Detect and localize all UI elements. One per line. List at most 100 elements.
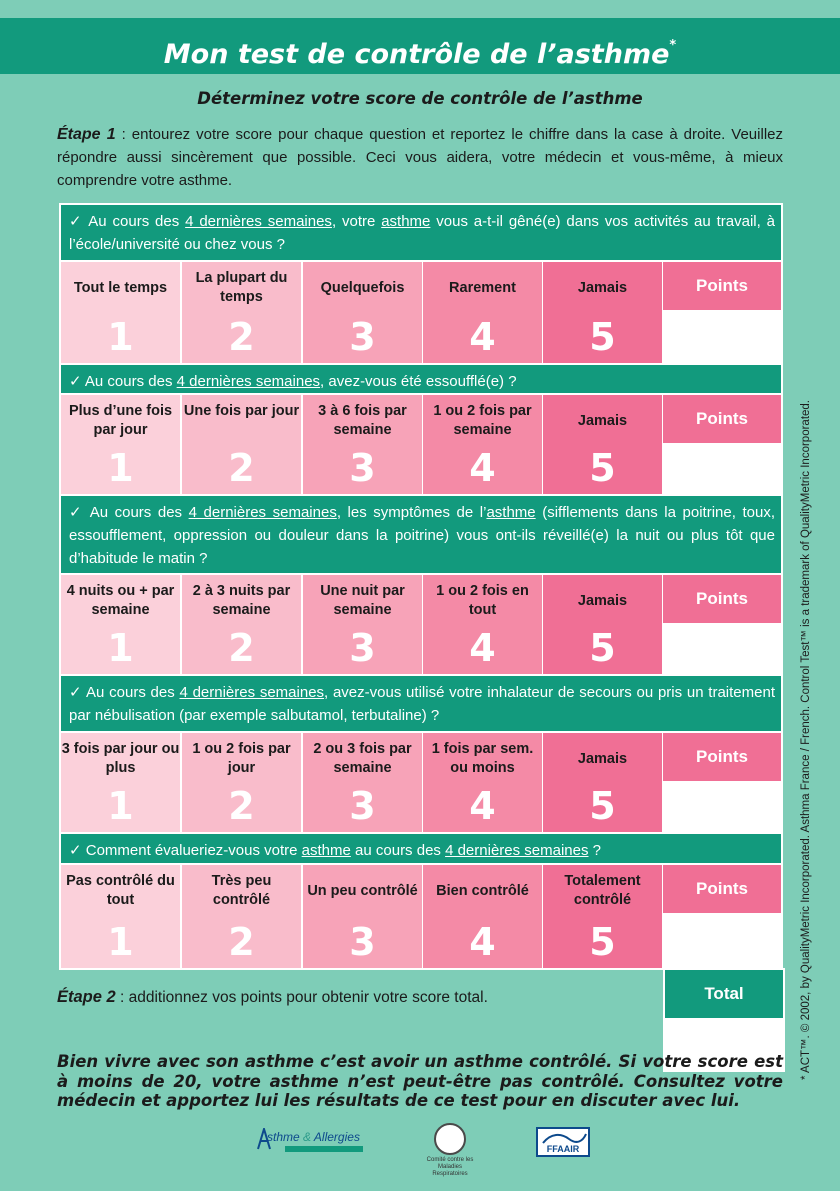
answer-option[interactable]: 1 ou 2 fois en tout 4: [423, 575, 542, 674]
answer-score: 4: [469, 784, 496, 828]
answer-option[interactable]: Une nuit par semaine 3: [303, 575, 422, 674]
answer-label: 2 ou 3 fois par semaine: [313, 741, 412, 776]
logo-word-allergies: Allergies: [313, 1130, 360, 1144]
answer-score: 1: [107, 784, 134, 828]
question-text-part: , votre: [331, 213, 382, 230]
question-text-part: asthme: [486, 504, 536, 521]
answer-score: 5: [589, 784, 616, 828]
answer-option[interactable]: 2 ou 3 fois par semaine 3: [303, 733, 422, 832]
answer-label: La plupart du temps: [195, 270, 288, 305]
asthme-allergies-mark-icon: [257, 1128, 271, 1150]
question-text-part: ✓ Au cours des: [69, 373, 177, 390]
answer-option[interactable]: Tout le temps 1: [61, 262, 180, 363]
step1-text: : entourez votre score pour chaque quest…: [57, 126, 783, 189]
answer-label: 1 ou 2 fois par jour: [192, 741, 291, 776]
points-entry-box[interactable]: [663, 783, 781, 832]
answer-score: 1: [107, 446, 134, 490]
answer-option[interactable]: Jamais 5: [543, 262, 662, 363]
answer-option[interactable]: 1 ou 2 fois par jour 2: [182, 733, 301, 832]
answer-option[interactable]: 3 fois par jour ou plus 1: [61, 733, 180, 832]
answer-option[interactable]: Pas contrôlé du tout 1: [61, 865, 180, 968]
answer-score: 2: [228, 446, 255, 490]
points-entry-box[interactable]: [663, 625, 781, 674]
copyright-notice: * ACT™. © 2002, by QualityMetric Incorpo…: [800, 399, 812, 1080]
closing-message: Bien vivre avec son asthme c’est avoir u…: [57, 1052, 783, 1110]
answer-option[interactable]: 3 à 6 fois par semaine 3: [303, 395, 422, 494]
answer-option[interactable]: 1 fois par sem. ou moins 4: [423, 733, 542, 832]
question-5-text: ✓ Comment évalueriez-vous votre asthme a…: [61, 834, 781, 863]
question-text-part: ?: [588, 842, 602, 859]
answer-option[interactable]: Totalement contrôlé 5: [543, 865, 662, 968]
cml-seal-icon: [434, 1123, 466, 1155]
points-header: Points: [663, 575, 781, 623]
answer-score: 3: [349, 446, 376, 490]
points-entry-box[interactable]: [663, 445, 781, 494]
points-entry-box[interactable]: [663, 312, 781, 363]
answer-score: 2: [228, 920, 255, 964]
subtitle: Déterminez votre score de contrôle de l’…: [197, 89, 643, 108]
answer-option[interactable]: 4 nuits ou + par semaine 1: [61, 575, 180, 674]
answer-label: 3 à 6 fois par semaine: [318, 403, 407, 438]
title-asterisk: *: [669, 38, 677, 53]
question-text-part: 4 dernières semaines: [188, 504, 337, 521]
answer-label: Pas contrôlé du tout: [66, 873, 175, 908]
step2-instructions: Étape 2 : additionnez vos points pour ob…: [57, 988, 488, 1007]
answer-label: Jamais: [577, 751, 628, 767]
answer-label: Jamais: [577, 593, 628, 609]
answer-score: 2: [228, 315, 255, 359]
answer-option[interactable]: Un peu contrôlé 3: [303, 865, 422, 968]
answer-score: 1: [107, 920, 134, 964]
answer-label: Très peu contrôlé: [211, 873, 272, 908]
points-header: Points: [663, 733, 781, 781]
answer-option[interactable]: Une fois par jour 2: [182, 395, 301, 494]
asthme-allergies-logo: sthme & Allergies: [255, 1124, 367, 1156]
question-text-part: , avez-vous utilisé votre inhalateur de …: [69, 684, 775, 724]
answer-option[interactable]: Jamais 5: [543, 733, 662, 832]
points-header: Points: [663, 262, 781, 310]
answer-label: Plus d’une fois par jour: [68, 403, 173, 438]
cml-text: Comité contre les Maladies Respiratoires: [426, 1157, 474, 1177]
page-title: Mon test de contrôle de l’asthme*: [0, 18, 840, 74]
answer-option[interactable]: Quelquefois 3: [303, 262, 422, 363]
points-header: Points: [663, 395, 781, 443]
answer-score: 4: [469, 446, 496, 490]
answer-option[interactable]: La plupart du temps 2: [182, 262, 301, 363]
answer-option[interactable]: Jamais 5: [543, 575, 662, 674]
answer-label: 1 ou 2 fois en tout: [436, 583, 529, 618]
total-box: Total: [663, 968, 785, 1072]
question-text-part: ✓ Comment évalueriez-vous votre: [69, 842, 302, 859]
answer-label: Bien contrôlé: [436, 883, 529, 899]
answer-score: 4: [469, 315, 496, 359]
answer-label: Une fois par jour: [183, 403, 300, 419]
answer-label: Une nuit par semaine: [320, 583, 405, 618]
answer-option[interactable]: 1 ou 2 fois par semaine 4: [423, 395, 542, 494]
answer-option[interactable]: Bien contrôlé 4: [423, 865, 542, 968]
answer-score: 4: [469, 920, 496, 964]
question-text-part: vous a-t-il gêné(e) dans vos activités a…: [69, 213, 775, 253]
answer-option[interactable]: Jamais 5: [543, 395, 662, 494]
points-header: Points: [663, 865, 781, 913]
answer-label: 2 à 3 nuits par semaine: [192, 583, 291, 618]
questionnaire-grid: ✓ Au cours des 4 dernières semaines , vot…: [59, 203, 783, 970]
asthme-allergies-tagline-bar: [285, 1146, 363, 1152]
answer-label: 4 nuits ou + par semaine: [66, 583, 175, 618]
cml-logo: Comité contre les Maladies Respiratoires: [425, 1123, 475, 1183]
step1-instructions: Étape 1 : entourez votre score pour chaq…: [57, 123, 783, 192]
points-entry-box[interactable]: [663, 915, 781, 968]
answer-option[interactable]: Très peu contrôlé 2: [182, 865, 301, 968]
answer-score: 3: [349, 784, 376, 828]
ffaair-logo: FFAAIR: [536, 1127, 590, 1157]
answer-option[interactable]: Rarement 4: [423, 262, 542, 363]
answer-score: 2: [228, 626, 255, 670]
question-text-part: au cours des: [350, 842, 446, 859]
ffaair-text: FFAAIR: [546, 1144, 580, 1154]
total-label: Total: [665, 970, 783, 1018]
answer-option[interactable]: 2 à 3 nuits par semaine 2: [182, 575, 301, 674]
question-text-part: 4 dernières semaines: [445, 842, 589, 859]
answer-label: Totalement contrôlé: [564, 873, 641, 908]
answer-option[interactable]: Plus d’une fois par jour 1: [61, 395, 180, 494]
question-2-text: ✓ Au cours des 4 dernières semaines, ave…: [61, 365, 781, 393]
answer-label: 1 fois par sem. ou moins: [431, 741, 534, 776]
step1-label: Étape 1: [57, 126, 116, 143]
step2-label: Étape 2: [57, 988, 116, 1006]
